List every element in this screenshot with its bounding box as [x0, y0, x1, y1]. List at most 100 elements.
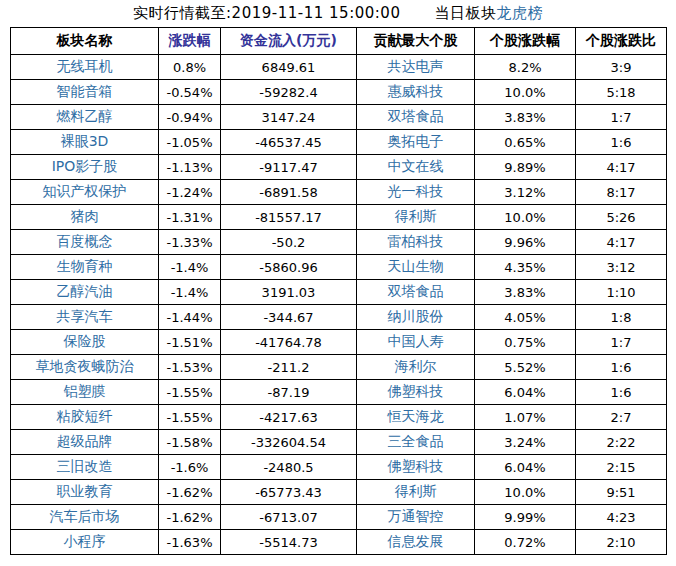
sector-name-cell[interactable]: 小程序 [11, 530, 159, 555]
stock-up-down-ratio-cell: 2:7 [576, 405, 667, 430]
sector-name-cell[interactable]: 粘胶短纤 [11, 405, 159, 430]
table-body: 无线耳机0.8%6849.61共达电声8.2%3:9智能音箱-0.54%-592… [11, 55, 667, 555]
stock-up-down-ratio-cell: 2:22 [576, 430, 667, 455]
capital-inflow-cell: -46537.45 [221, 130, 357, 155]
stock-change-percent-cell: 4.35% [475, 255, 576, 280]
change-percent-cell: -1.63% [159, 530, 221, 555]
top-stock-cell[interactable]: 光一科技 [357, 180, 475, 205]
stock-change-percent-cell: 8.2% [475, 55, 576, 80]
stock-change-percent-cell: 3.83% [475, 105, 576, 130]
change-percent-cell: -1.62% [159, 505, 221, 530]
table-row: 无线耳机0.8%6849.61共达电声8.2%3:9 [11, 55, 667, 80]
sector-name-cell[interactable]: 百度概念 [11, 230, 159, 255]
capital-inflow-cell: -9117.47 [221, 155, 357, 180]
sector-name-cell[interactable]: 超级品牌 [11, 430, 159, 455]
change-percent-cell: -1.24% [159, 180, 221, 205]
capital-inflow-cell: 3147.24 [221, 105, 357, 130]
top-stock-cell[interactable]: 三全食品 [357, 430, 475, 455]
capital-inflow-cell: -332604.54 [221, 430, 357, 455]
table-row: 小程序-1.63%-5514.73信息发展0.72%2:10 [11, 530, 667, 555]
top-stock-cell[interactable]: 奥拓电子 [357, 130, 475, 155]
top-stock-cell[interactable]: 得利斯 [357, 205, 475, 230]
table-row: 铝塑膜-1.55%-87.19佛塑科技6.04%1:6 [11, 380, 667, 405]
top-stock-cell[interactable]: 共达电声 [357, 55, 475, 80]
top-stock-cell[interactable]: 惠威科技 [357, 80, 475, 105]
table-row: 裸眼3D-1.05%-46537.45奥拓电子0.65%1:6 [11, 130, 667, 155]
sector-name-cell[interactable]: IPO影子股 [11, 155, 159, 180]
top-stock-cell[interactable]: 天山生物 [357, 255, 475, 280]
sector-name-cell[interactable]: 裸眼3D [11, 130, 159, 155]
capital-inflow-cell: -344.67 [221, 305, 357, 330]
top-stock-cell[interactable]: 万通智控 [357, 505, 475, 530]
header-stock-up-down-ratio: 个股涨跌比 [576, 28, 667, 55]
stock-up-down-ratio-cell: 1:7 [576, 330, 667, 355]
capital-inflow-cell: -65773.43 [221, 480, 357, 505]
sector-name-cell[interactable]: 保险股 [11, 330, 159, 355]
stock-up-down-ratio-cell: 1:8 [576, 305, 667, 330]
sector-name-cell[interactable]: 无线耳机 [11, 55, 159, 80]
stock-up-down-ratio-cell: 8:17 [576, 180, 667, 205]
table-row: 职业教育-1.62%-65773.43得利斯10.0%9:51 [11, 480, 667, 505]
top-stock-cell[interactable]: 恒天海龙 [357, 405, 475, 430]
top-stock-cell[interactable]: 得利斯 [357, 480, 475, 505]
stock-change-percent-cell: 1.07% [475, 405, 576, 430]
stock-change-percent-cell: 3.12% [475, 180, 576, 205]
stock-change-percent-cell: 9.96% [475, 230, 576, 255]
sector-name-cell[interactable]: 智能音箱 [11, 80, 159, 105]
sector-name-cell[interactable]: 职业教育 [11, 480, 159, 505]
stock-up-down-ratio-cell: 1:6 [576, 130, 667, 155]
top-stock-cell[interactable]: 佛塑科技 [357, 455, 475, 480]
table-row: 保险股-1.51%-41764.78中国人寿0.75%1:7 [11, 330, 667, 355]
change-percent-cell: -1.55% [159, 405, 221, 430]
sector-name-cell[interactable]: 铝塑膜 [11, 380, 159, 405]
stock-up-down-ratio-cell: 4:17 [576, 155, 667, 180]
sector-name-cell[interactable]: 乙醇汽油 [11, 280, 159, 305]
stock-change-percent-cell: 5.52% [475, 355, 576, 380]
capital-inflow-cell: -87.19 [221, 380, 357, 405]
table-row: 生物育种-1.4%-5860.96天山生物4.35%3:12 [11, 255, 667, 280]
page: 实时行情截至:2019-11-11 15:00:00 当日板块龙虎榜 板块名称 … [0, 0, 676, 566]
top-stock-cell[interactable]: 雷柏科技 [357, 230, 475, 255]
capital-inflow-cell: -59282.4 [221, 80, 357, 105]
stock-up-down-ratio-cell: 4:23 [576, 505, 667, 530]
stock-up-down-ratio-cell: 1:6 [576, 380, 667, 405]
capital-inflow-cell: -41764.78 [221, 330, 357, 355]
top-stock-cell[interactable]: 双塔食品 [357, 280, 475, 305]
table-row: 共享汽车-1.44%-344.67纳川股份4.05%1:8 [11, 305, 667, 330]
table-row: 汽车后市场-1.62%-6713.07万通智控9.99%4:23 [11, 505, 667, 530]
sector-name-cell[interactable]: 知识产权保护 [11, 180, 159, 205]
capital-inflow-cell: -5860.96 [221, 255, 357, 280]
page-title: 实时行情截至:2019-11-11 15:00:00 当日板块龙虎榜 [0, 0, 676, 27]
stock-change-percent-cell: 0.65% [475, 130, 576, 155]
sector-name-cell[interactable]: 三旧改造 [11, 455, 159, 480]
change-percent-cell: 0.8% [159, 55, 221, 80]
sector-name-cell[interactable]: 草地贪夜蛾防治 [11, 355, 159, 380]
capital-inflow-cell: -2480.5 [221, 455, 357, 480]
top-stock-cell[interactable]: 中文在线 [357, 155, 475, 180]
sector-name-cell[interactable]: 汽车后市场 [11, 505, 159, 530]
sector-name-cell[interactable]: 燃料乙醇 [11, 105, 159, 130]
dragon-tiger-board-link[interactable]: 龙虎榜 [496, 4, 543, 23]
capital-inflow-cell: 6849.61 [221, 55, 357, 80]
top-stock-cell[interactable]: 海利尔 [357, 355, 475, 380]
change-percent-cell: -0.54% [159, 80, 221, 105]
table-row: 乙醇汽油-1.4%3191.03双塔食品3.83%1:10 [11, 280, 667, 305]
sector-name-cell[interactable]: 猪肉 [11, 205, 159, 230]
capital-inflow-cell: -4217.63 [221, 405, 357, 430]
top-stock-cell[interactable]: 纳川股份 [357, 305, 475, 330]
table-row: 超级品牌-1.58%-332604.54三全食品3.24%2:22 [11, 430, 667, 455]
sector-name-cell[interactable]: 共享汽车 [11, 305, 159, 330]
top-stock-cell[interactable]: 中国人寿 [357, 330, 475, 355]
change-percent-cell: -1.55% [159, 380, 221, 405]
top-stock-cell[interactable]: 双塔食品 [357, 105, 475, 130]
table-row: IPO影子股-1.13%-9117.47中文在线9.89%4:17 [11, 155, 667, 180]
change-percent-cell: -1.53% [159, 355, 221, 380]
table-row: 燃料乙醇-0.94%3147.24双塔食品3.83%1:7 [11, 105, 667, 130]
top-stock-cell[interactable]: 信息发展 [357, 530, 475, 555]
stock-up-down-ratio-cell: 2:10 [576, 530, 667, 555]
table-row: 百度概念-1.33%-50.2雷柏科技9.96%4:17 [11, 230, 667, 255]
header-top-stock: 贡献最大个股 [357, 28, 475, 55]
table-header: 板块名称 涨跌幅 资金流入(万元) 贡献最大个股 个股涨跌幅 个股涨跌比 [11, 28, 667, 55]
sector-name-cell[interactable]: 生物育种 [11, 255, 159, 280]
top-stock-cell[interactable]: 佛塑科技 [357, 380, 475, 405]
